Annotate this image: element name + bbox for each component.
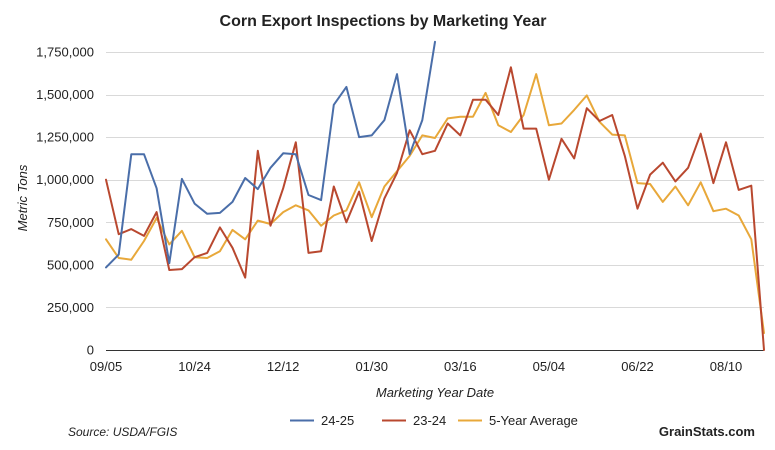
y-tick-label: 1,500,000 xyxy=(36,87,94,102)
x-tick-label: 06/22 xyxy=(621,359,654,374)
y-tick-label: 1,000,000 xyxy=(36,172,94,187)
series-line-23-24 xyxy=(105,66,765,351)
y-axis-ticks: 0 250,000 500,000 750,000 1,000,000 1,250,000… xyxy=(36,45,94,358)
y-tick-label: 250,000 xyxy=(47,300,94,315)
x-tick-label: 05/04 xyxy=(533,359,566,374)
brand-label: GrainStats.com xyxy=(659,424,755,439)
x-axis-ticks: 09/05 10/24 12/12 01/30 03/16 05/04 06/22 08/10 xyxy=(90,359,743,374)
x-tick-label: 08/10 xyxy=(710,359,743,374)
legend: 24-25 23-24 5-Year Average xyxy=(290,413,578,428)
chart-title: Corn Export Inspections by Marketing Yea… xyxy=(220,13,547,30)
x-tick-label: 01/30 xyxy=(355,359,388,374)
source-note: Source: USDA/FGIS xyxy=(68,425,177,439)
x-tick-label: 12/12 xyxy=(267,359,300,374)
y-tick-label: 750,000 xyxy=(47,215,94,230)
x-tick-label: 03/16 xyxy=(444,359,477,374)
legend-label: 23-24 xyxy=(413,413,446,428)
y-tick-label: 1,750,000 xyxy=(36,45,94,60)
x-axis-label: Marketing Year Date xyxy=(376,385,494,400)
y-tick-label: 1,250,000 xyxy=(36,130,94,145)
y-tick-label: 500,000 xyxy=(47,257,94,272)
series-line-24-25 xyxy=(105,40,436,269)
x-tick-label: 09/05 xyxy=(90,359,123,374)
series-lines xyxy=(105,40,765,351)
legend-label: 5-Year Average xyxy=(489,413,578,428)
series-line-5-year-average xyxy=(105,73,765,334)
grid-lines xyxy=(106,52,764,308)
y-tick-label: 0 xyxy=(87,343,94,358)
legend-label: 24-25 xyxy=(321,413,354,428)
y-axis-label: Metric Tons xyxy=(15,164,30,231)
x-tick-label: 10/24 xyxy=(178,359,211,374)
